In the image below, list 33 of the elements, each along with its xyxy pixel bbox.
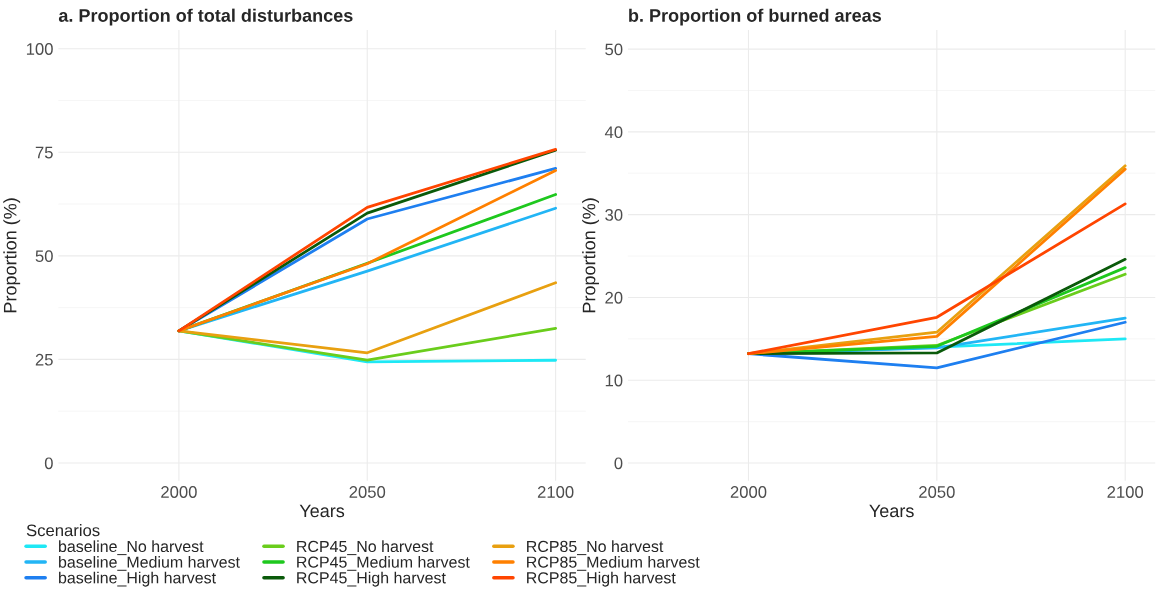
legend-label: baseline_High harvest bbox=[59, 571, 216, 587]
legend-label: RCP85_High harvest bbox=[527, 571, 676, 587]
legend-label: baseline_Medium harvest bbox=[59, 556, 240, 571]
y-tick-label: 20 bbox=[605, 291, 623, 304]
legend-label: baseline_No harvest bbox=[59, 540, 204, 556]
y-tick-label: 75 bbox=[35, 146, 53, 159]
x-tick-label: 2050 bbox=[349, 486, 386, 498]
legend-label: RCP85_Medium harvest bbox=[527, 556, 700, 571]
y-tick-label: 10 bbox=[605, 374, 623, 387]
x-tick-label: 2100 bbox=[1107, 486, 1144, 498]
chart-title: a. Proportion of total disturbances bbox=[58, 8, 353, 26]
x-axis-title: Years bbox=[869, 504, 914, 518]
x-tick-label: 2050 bbox=[919, 486, 955, 498]
chart-title: b. Proportion of burned areas bbox=[629, 8, 881, 26]
x-tick-label: 2100 bbox=[537, 486, 574, 498]
x-axis-title: Years bbox=[299, 504, 345, 518]
y-tick-label: 50 bbox=[35, 250, 53, 263]
legend-title: Scenarios bbox=[26, 524, 100, 537]
legend-label: RCP45_Medium harvest bbox=[297, 556, 470, 571]
x-tick-label: 2000 bbox=[161, 486, 197, 498]
y-axis-title: Proportion (%) bbox=[582, 198, 599, 313]
legend-label: RCP45_High harvest bbox=[297, 571, 446, 587]
y-tick-label: 30 bbox=[605, 209, 623, 221]
y-axis-title: Proportion (%) bbox=[3, 198, 21, 313]
y-tick-label: 100 bbox=[26, 43, 53, 55]
y-tick-label: 40 bbox=[604, 126, 623, 139]
y-tick-label: 0 bbox=[614, 457, 623, 470]
y-tick-label: 50 bbox=[605, 43, 623, 56]
legend-label: RCP85_No harvest bbox=[527, 540, 664, 556]
y-tick-label: 0 bbox=[44, 457, 53, 470]
y-tick-label: 25 bbox=[35, 353, 53, 366]
legend-label: RCP45_No harvest bbox=[297, 540, 434, 556]
x-tick-label: 2000 bbox=[730, 486, 767, 498]
